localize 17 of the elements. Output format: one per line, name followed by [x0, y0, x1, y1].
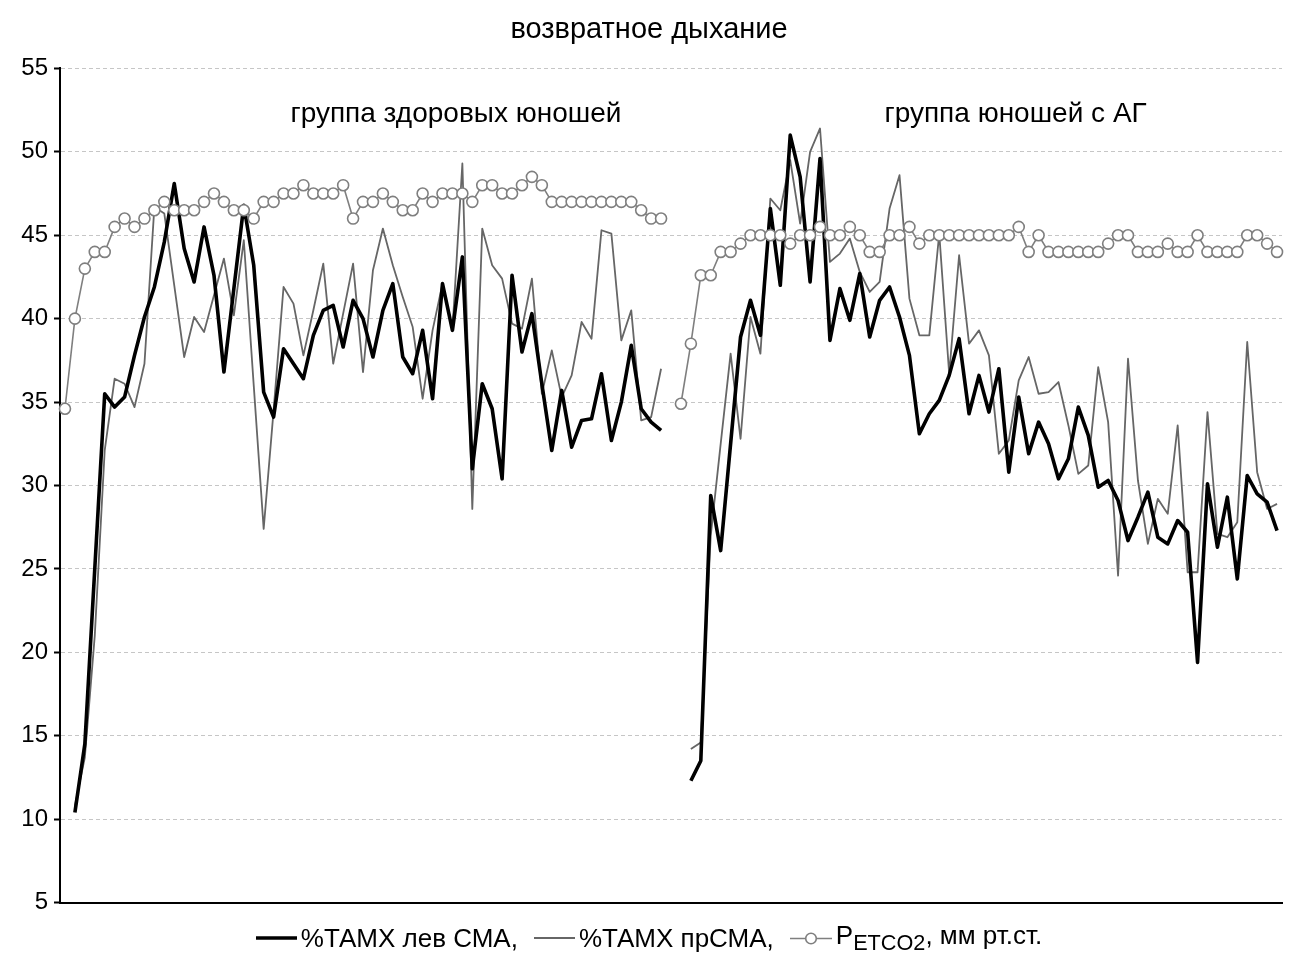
y-tick-label: 25: [21, 553, 48, 581]
y-tick-label: 50: [21, 136, 48, 164]
legend-label: P$_{ETCO2}$, мм рт.ст.: [835, 919, 1043, 954]
chart-title: возвратное дыхание: [509, 11, 789, 46]
legend-label: %ТАМХ лев СМА,: [300, 922, 518, 954]
y-tick-label: 10: [21, 803, 48, 831]
annotation: группа здоровых юношей: [290, 97, 622, 129]
y-tick-label: 15: [21, 720, 48, 748]
y-tick-label: 45: [21, 219, 48, 247]
y-tick-label: 30: [21, 470, 48, 498]
y-tick-label: 40: [21, 303, 48, 331]
y-tick-label: 55: [21, 53, 48, 81]
y-tick-label: 20: [21, 636, 48, 664]
y-tick-label: 5: [34, 887, 48, 915]
legend-label: %ТАМХ прСМА,: [578, 922, 774, 954]
annotation: группа юношей с АГ: [884, 97, 1147, 129]
y-tick-label: 35: [21, 386, 48, 414]
